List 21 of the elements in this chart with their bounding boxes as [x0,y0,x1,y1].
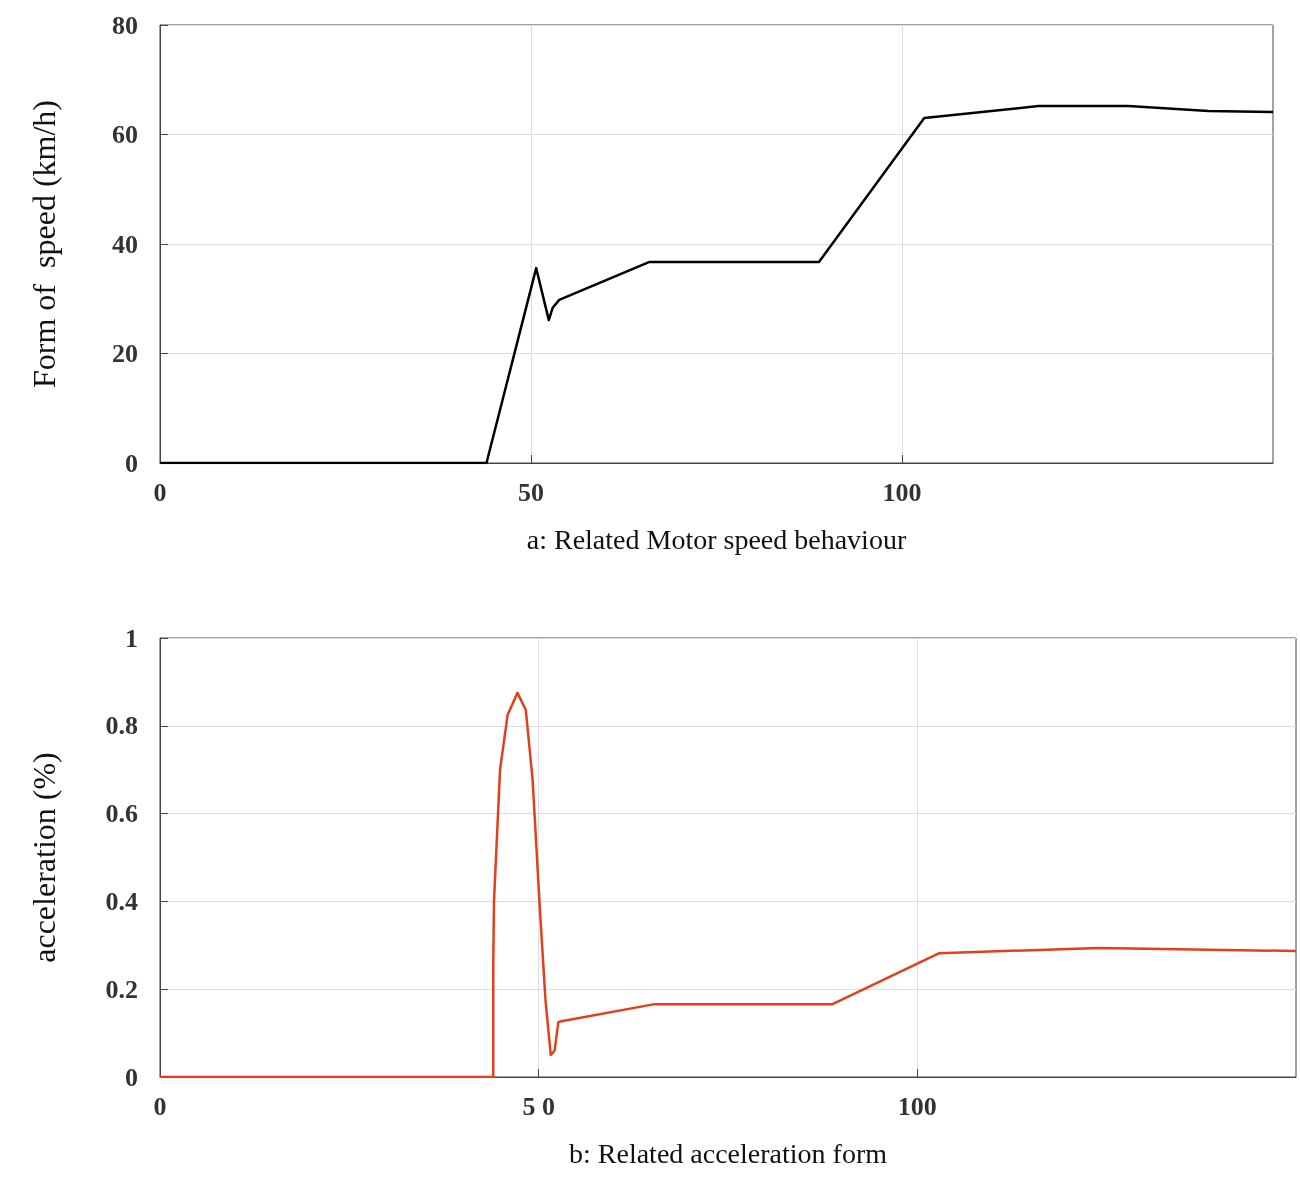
x-tick-label: 0 [153,477,167,507]
x-tick-label: 0 [153,1091,167,1121]
y-tick-label: 0.2 [105,974,138,1004]
y-axis-title: acceleration (%) [26,752,62,963]
y-tick-label: 0 [125,1062,138,1092]
y-tick-label: 20 [112,339,138,368]
x-tick-label: 100 [882,477,922,507]
x-axis-title: b: Related acceleration form [569,1137,888,1169]
y-tick-label: 0.4 [105,886,138,916]
y-tick-label: 0.6 [105,799,138,829]
x-tick-label: 100 [897,1091,937,1121]
y-tick-label: 40 [112,229,138,259]
x-axis-title: a: Related Motor speed behaviour [526,523,907,555]
y-tick-label: 60 [112,120,138,149]
x-tick-label: 5 0 [522,1091,555,1121]
y-tick-label: 80 [112,10,138,40]
y-tick-label: 1 [125,623,138,653]
y-axis-title: Form of speed (km/h) [26,100,62,388]
y-tick-label: 0 [125,448,138,478]
x-tick-label: 50 [518,477,544,507]
y-tick-label: 0.8 [105,711,138,741]
